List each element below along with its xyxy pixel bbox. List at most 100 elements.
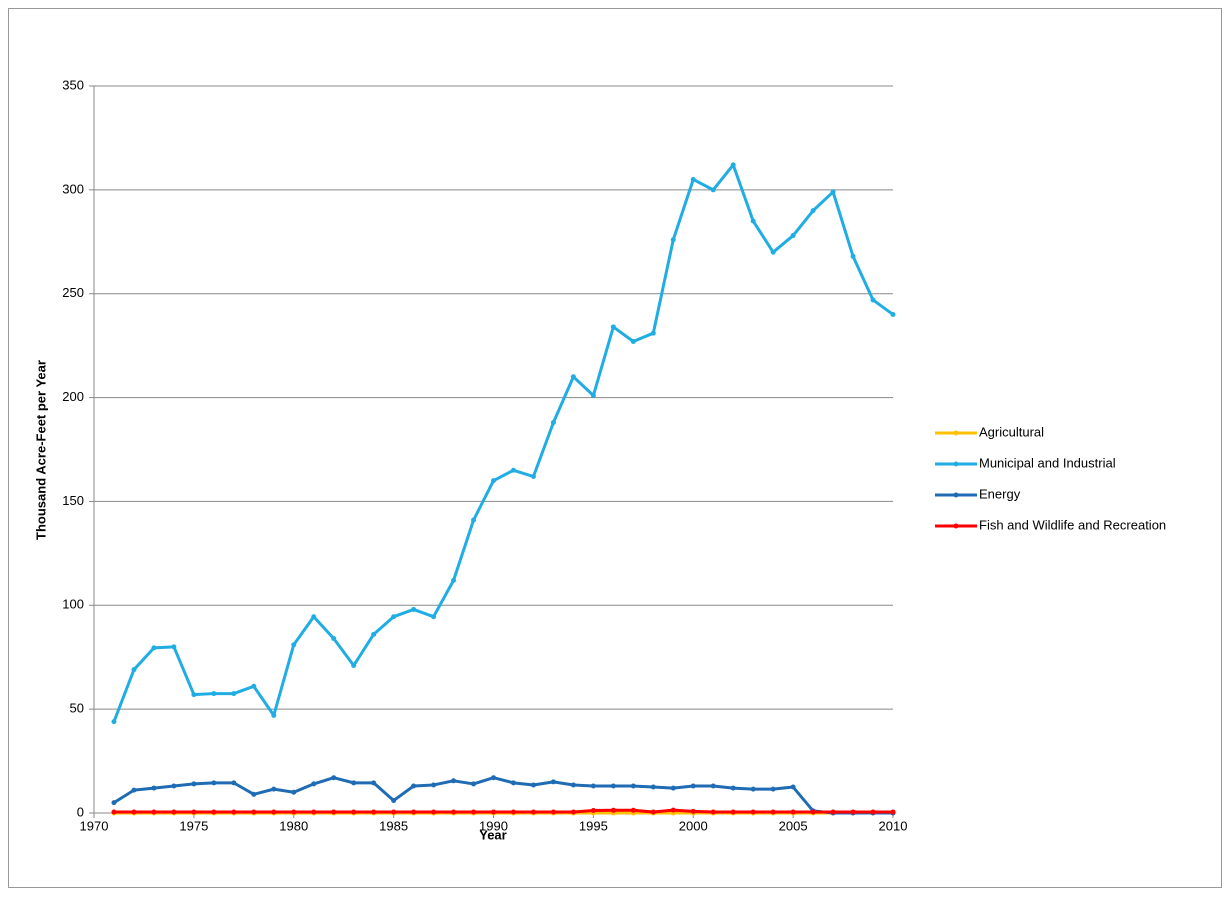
- data-point: [291, 789, 297, 795]
- data-point: [690, 176, 696, 182]
- data-point: [670, 237, 676, 243]
- data-point: [371, 631, 377, 637]
- x-tick-label: 1990: [479, 818, 508, 833]
- data-point: [530, 782, 536, 788]
- data-point: [570, 809, 576, 815]
- data-point: [371, 780, 377, 786]
- data-point: [530, 809, 536, 815]
- x-tick-label: 2005: [779, 818, 808, 833]
- data-point: [291, 809, 297, 815]
- data-point: [411, 809, 417, 815]
- data-point: [231, 691, 237, 697]
- data-point: [191, 781, 197, 787]
- legend-label: Municipal and Industrial: [979, 455, 1116, 470]
- series-line: [113, 808, 893, 814]
- data-point: [271, 712, 277, 718]
- data-point: [710, 809, 716, 815]
- data-point: [151, 809, 157, 815]
- data-point: [251, 791, 257, 797]
- data-point: [351, 809, 357, 815]
- data-point: [750, 809, 756, 815]
- data-point: [550, 419, 556, 425]
- x-tick-label: 1970: [80, 818, 109, 833]
- data-point: [730, 809, 736, 815]
- x-tick-label: 2010: [879, 818, 908, 833]
- data-point: [610, 783, 616, 789]
- data-point: [650, 784, 656, 790]
- data-point: [431, 809, 437, 815]
- y-tick-label: 300: [62, 181, 84, 196]
- data-point: [650, 809, 656, 815]
- y-tick-label: 150: [62, 493, 84, 508]
- data-point: [391, 809, 397, 815]
- data-point: [830, 189, 836, 195]
- data-point: [211, 809, 217, 815]
- data-point: [191, 809, 197, 815]
- data-point: [251, 683, 257, 689]
- data-point: [411, 606, 417, 612]
- data-point: [171, 809, 177, 815]
- y-tick-label: 350: [62, 77, 84, 92]
- data-point: [471, 809, 477, 815]
- x-tick-label: 2000: [679, 818, 708, 833]
- data-point: [870, 297, 876, 303]
- data-point: [790, 809, 796, 815]
- data-point: [510, 809, 516, 815]
- data-point: [890, 311, 896, 317]
- data-point: [890, 809, 896, 815]
- data-point: [850, 253, 856, 259]
- x-tick-label: 1980: [279, 818, 308, 833]
- data-point: [451, 778, 457, 784]
- data-point: [131, 809, 137, 815]
- data-point: [111, 719, 117, 725]
- data-point: [550, 809, 556, 815]
- data-point: [391, 614, 397, 620]
- legend-marker: [953, 430, 959, 436]
- data-point: [331, 775, 337, 781]
- data-point: [770, 249, 776, 255]
- data-point: [471, 517, 477, 523]
- data-point: [630, 807, 636, 813]
- legend-marker: [953, 461, 959, 467]
- data-point: [311, 781, 317, 787]
- data-point: [111, 809, 117, 815]
- data-point: [371, 809, 377, 815]
- data-point: [491, 478, 496, 484]
- chart-border: [8, 8, 1222, 888]
- x-tick-label: 1975: [179, 818, 208, 833]
- data-point: [231, 780, 237, 786]
- data-point: [131, 787, 137, 793]
- data-point: [610, 324, 616, 330]
- data-point: [810, 809, 816, 815]
- data-point: [211, 780, 217, 786]
- data-point: [670, 807, 676, 813]
- legend-label: Agricultural: [979, 424, 1044, 439]
- data-point: [491, 809, 496, 815]
- data-point: [431, 614, 437, 620]
- data-point: [391, 798, 397, 804]
- data-point: [770, 809, 776, 815]
- data-point: [590, 808, 596, 814]
- data-point: [351, 663, 357, 669]
- data-point: [670, 785, 676, 791]
- x-tick-label: 1995: [579, 818, 608, 833]
- data-point: [291, 642, 297, 648]
- data-point: [550, 779, 556, 785]
- data-point: [151, 645, 157, 651]
- data-point: [411, 783, 417, 789]
- data-point: [610, 807, 616, 813]
- data-point: [730, 785, 736, 791]
- data-point: [810, 208, 816, 214]
- data-point: [111, 800, 117, 806]
- data-point: [730, 162, 736, 168]
- data-point: [750, 218, 756, 224]
- legend-marker: [953, 492, 959, 498]
- data-point: [191, 692, 197, 698]
- data-point: [491, 775, 496, 781]
- data-point: [311, 809, 317, 815]
- data-point: [171, 644, 177, 650]
- x-tick-label: 1985: [379, 818, 408, 833]
- data-point: [650, 330, 656, 336]
- data-point: [570, 782, 576, 788]
